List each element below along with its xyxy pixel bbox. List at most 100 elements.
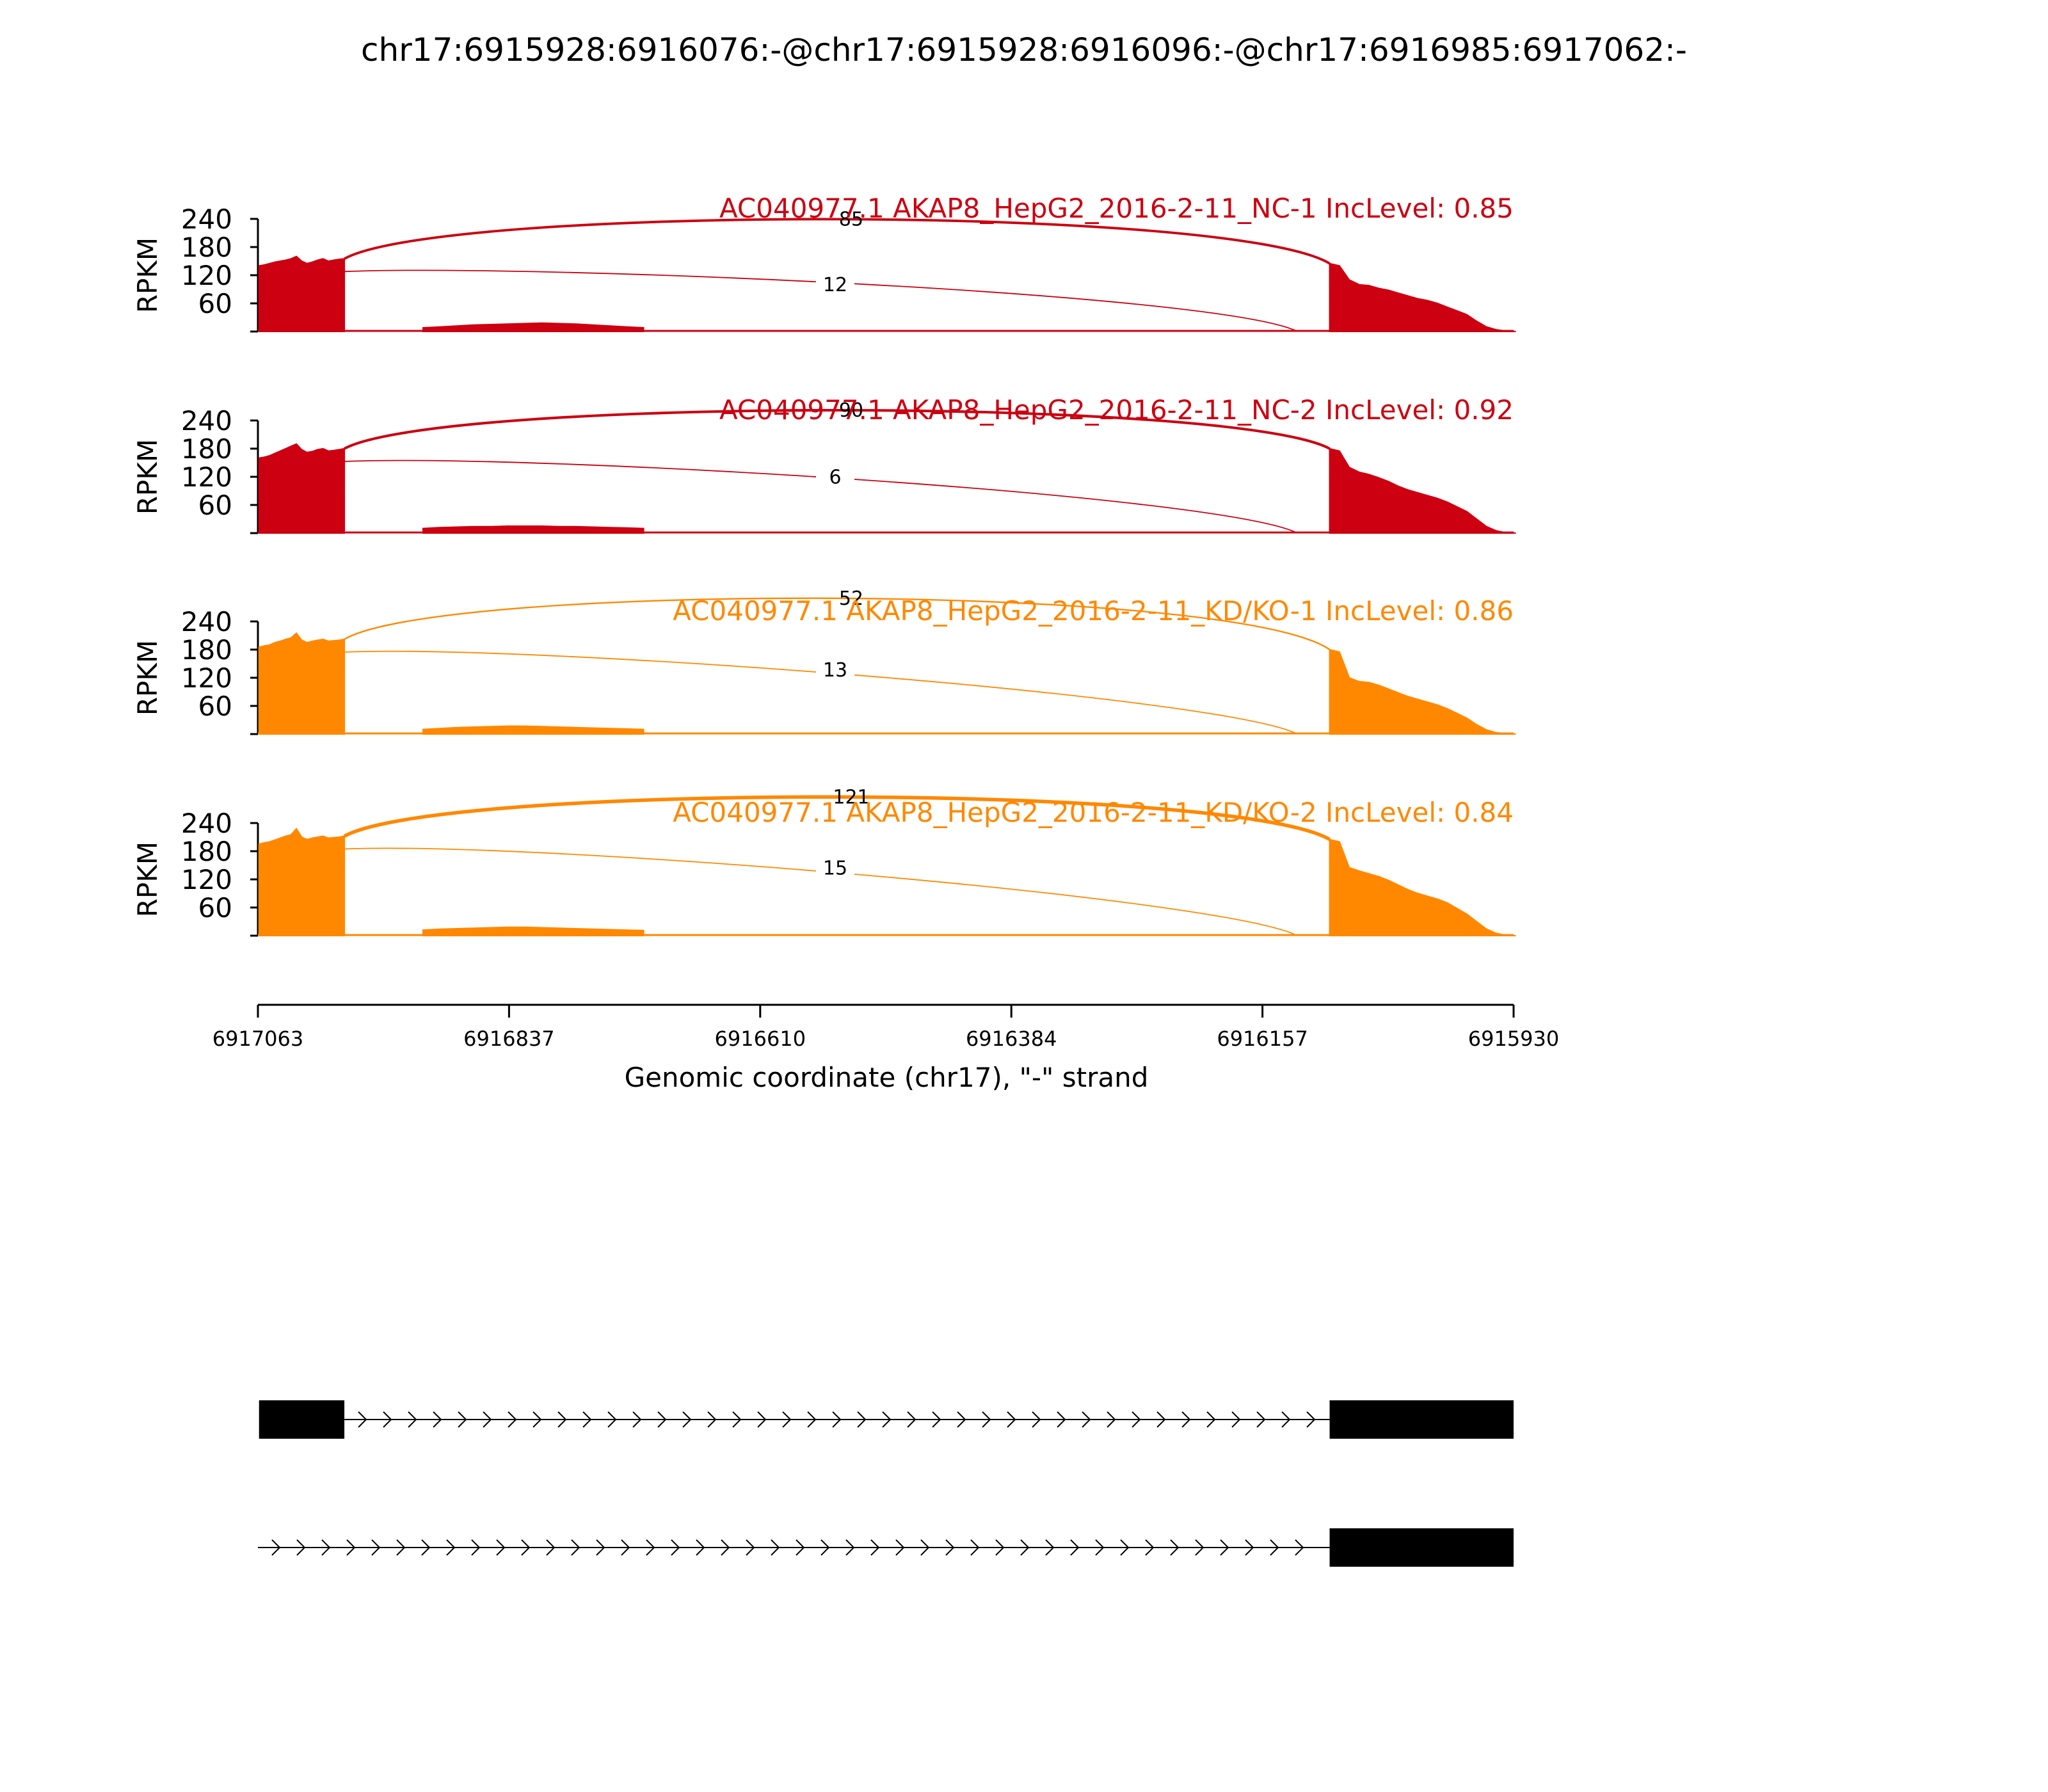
strand-chevron xyxy=(1032,1411,1041,1428)
strand-chevron xyxy=(707,1411,717,1428)
strand-chevron xyxy=(882,1411,892,1428)
junction-label-bg xyxy=(816,659,854,682)
strand-chevron xyxy=(358,1411,367,1428)
coverage-exon-middle xyxy=(422,926,644,936)
junction-arc-inclusion xyxy=(344,847,1298,936)
junction-count-label: 15 xyxy=(823,857,847,879)
y-tick-label: 120 xyxy=(181,260,232,291)
strand-chevron xyxy=(1156,1411,1166,1428)
coverage-exon-downstream xyxy=(1329,838,1516,936)
y-axis-label: RPKM xyxy=(132,237,163,313)
x-tick-label: 6916157 xyxy=(1217,1027,1308,1051)
y-tick-label: 120 xyxy=(181,461,232,493)
strand-chevron xyxy=(296,1539,306,1556)
strand-chevron xyxy=(532,1411,542,1428)
strand-chevron xyxy=(321,1539,331,1556)
strand-chevron xyxy=(1245,1539,1254,1556)
strand-chevron xyxy=(796,1539,805,1556)
strand-chevron xyxy=(1270,1539,1279,1556)
strand-chevron xyxy=(1082,1411,1091,1428)
strand-chevron xyxy=(1007,1411,1016,1428)
sample-title: AC040977.1 AKAP8_HepG2_2016-2-11_NC-1 In… xyxy=(719,193,1514,224)
x-tick-label: 6916610 xyxy=(715,1027,806,1051)
strand-chevron xyxy=(957,1411,966,1428)
coverage-exon-upstream xyxy=(258,632,346,735)
y-tick-label: 240 xyxy=(181,204,232,235)
strand-chevron xyxy=(1095,1539,1105,1556)
strand-chevron xyxy=(982,1411,991,1428)
junction-label-bg xyxy=(816,856,854,880)
strand-chevron xyxy=(1220,1539,1229,1556)
y-tick-label: 180 xyxy=(181,836,232,867)
y-tick-label: 60 xyxy=(198,691,232,722)
coverage-exon-middle xyxy=(422,725,644,735)
coverage-exon-upstream xyxy=(258,443,346,534)
strand-chevron xyxy=(932,1411,941,1428)
strand-chevron xyxy=(721,1539,730,1556)
y-tick-label: 180 xyxy=(181,232,232,263)
junction-label-bg xyxy=(816,465,854,489)
isoform-track xyxy=(258,1400,1514,1567)
strand-chevron xyxy=(596,1539,605,1556)
exon-block xyxy=(259,1400,345,1439)
strand-chevron xyxy=(371,1539,381,1556)
strand-chevron xyxy=(1107,1411,1116,1428)
strand-chevron xyxy=(571,1539,580,1556)
strand-chevron xyxy=(995,1539,1005,1556)
x-axis: 6917063 6916837 6916610 6916384 6916157 69159… xyxy=(212,1004,1559,1051)
junction-arc-skip xyxy=(344,597,1331,650)
y-axis-label: RPKM xyxy=(132,640,163,716)
strand-chevron xyxy=(483,1411,492,1428)
strand-chevron xyxy=(1057,1411,1066,1428)
strand-chevron xyxy=(1132,1411,1141,1428)
strand-chevron xyxy=(271,1539,281,1556)
strand-chevron xyxy=(1181,1411,1191,1428)
strand-chevron xyxy=(1145,1539,1155,1556)
strand-chevron xyxy=(471,1539,481,1556)
strand-chevron xyxy=(496,1539,506,1556)
strand-chevron xyxy=(970,1539,980,1556)
strand-chevron xyxy=(458,1411,467,1428)
junction-count-label: 12 xyxy=(823,274,847,296)
strand-chevron xyxy=(732,1411,742,1428)
chart-title: chr17:6915928:6916076:-@chr17:6915928:69… xyxy=(361,31,1687,68)
exon-block xyxy=(1329,1400,1514,1439)
junction-count-label: 121 xyxy=(833,786,869,808)
isoform-model xyxy=(258,1528,1514,1567)
strand-chevron xyxy=(632,1411,642,1428)
junction-arc-inclusion xyxy=(344,650,1298,735)
coverage-exon-upstream xyxy=(258,255,346,332)
strand-chevron xyxy=(782,1411,792,1428)
strand-chevron xyxy=(746,1539,755,1556)
x-tick-label: 6917063 xyxy=(212,1027,304,1051)
coverage-exon-downstream xyxy=(1329,262,1516,332)
strand-chevron xyxy=(1045,1539,1055,1556)
strand-chevron xyxy=(857,1411,867,1428)
y-axis-label: RPKM xyxy=(132,439,163,515)
junction-arc-inclusion xyxy=(344,269,1298,332)
strand-chevron xyxy=(1170,1539,1180,1556)
strand-chevron xyxy=(546,1539,556,1556)
strand-chevron xyxy=(820,1539,830,1556)
strand-chevron xyxy=(396,1539,406,1556)
strand-chevron xyxy=(1120,1539,1130,1556)
strand-chevron xyxy=(682,1411,692,1428)
strand-chevron xyxy=(832,1411,842,1428)
y-tick-label: 120 xyxy=(181,864,232,895)
strand-chevron xyxy=(557,1411,567,1428)
strand-chevron xyxy=(1206,1411,1216,1428)
strand-chevron xyxy=(895,1539,905,1556)
strand-chevron xyxy=(657,1411,667,1428)
junction-count-label: 52 xyxy=(839,588,863,610)
exon-block xyxy=(1329,1528,1514,1567)
strand-chevron xyxy=(920,1539,930,1556)
y-tick-label: 60 xyxy=(198,288,232,319)
strand-chevron xyxy=(870,1539,880,1556)
strand-chevron xyxy=(671,1539,680,1556)
strand-chevron xyxy=(646,1539,655,1556)
